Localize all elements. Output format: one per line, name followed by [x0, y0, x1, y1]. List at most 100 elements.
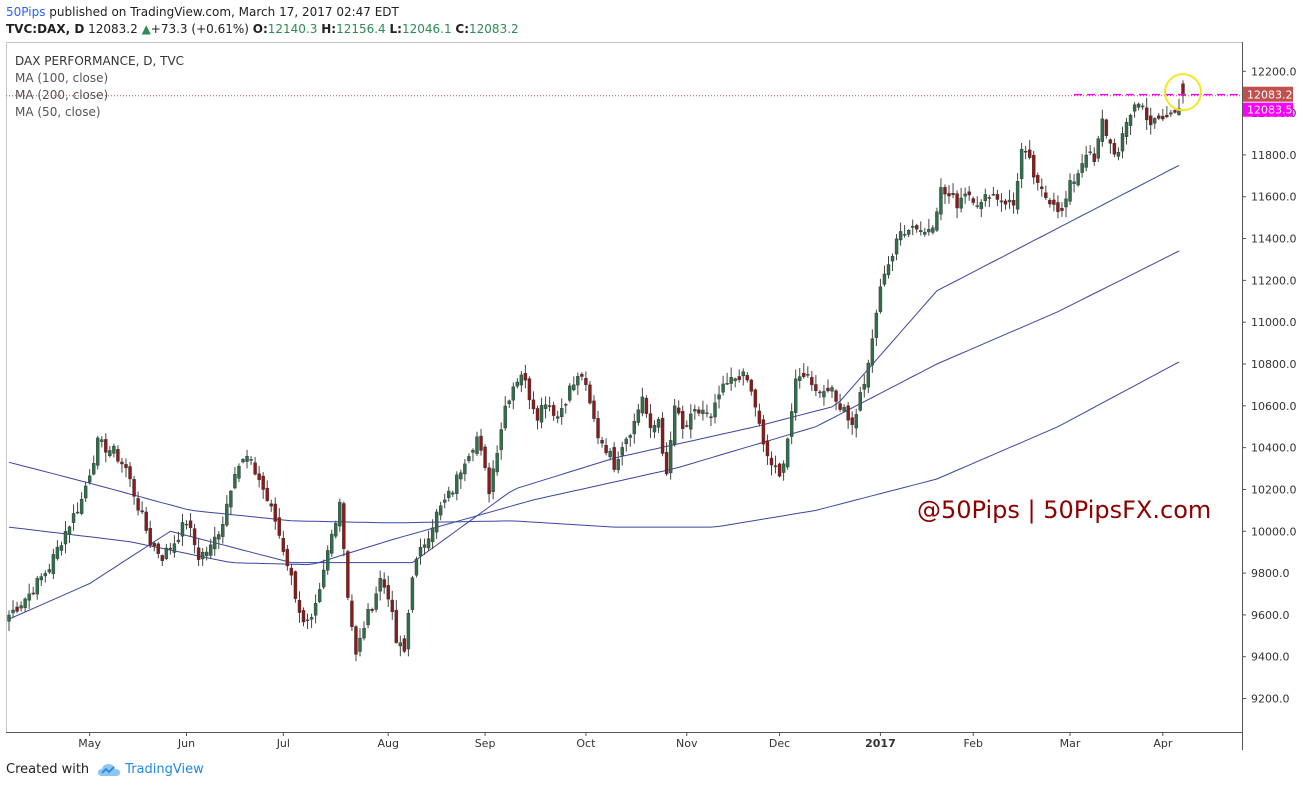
candle-body — [846, 405, 850, 421]
candle-body — [910, 225, 915, 228]
candle-body — [850, 417, 854, 425]
candle-body — [693, 409, 697, 412]
candle-body — [555, 416, 560, 419]
candle-body — [148, 528, 152, 546]
candle-body — [140, 510, 144, 513]
candle-body — [313, 603, 318, 616]
candle-body — [1068, 180, 1072, 202]
candle-body — [971, 198, 975, 203]
candle-body — [213, 536, 217, 550]
x-tick-label: Apr — [1153, 737, 1173, 750]
candle-body — [233, 474, 237, 489]
candle-body — [672, 405, 677, 445]
candle-body — [923, 231, 927, 235]
candle-body — [184, 523, 189, 526]
open-value: 12140.3 — [267, 22, 318, 36]
candle-body — [1153, 118, 1157, 124]
candle-body — [564, 404, 568, 406]
candle-body — [943, 187, 947, 195]
candle-body — [75, 511, 80, 514]
candle-body — [467, 456, 471, 461]
candle-body — [370, 609, 374, 611]
candle-body — [789, 411, 794, 437]
candle-body — [241, 459, 245, 463]
alert-price-tag-label: 12083.5 — [1247, 104, 1293, 117]
candle-body — [293, 571, 298, 599]
candle-body — [725, 383, 729, 385]
candle-body — [382, 579, 386, 588]
candle-body — [939, 187, 943, 215]
y-tick-label: 11400.0 — [1251, 233, 1296, 246]
candle-body — [975, 205, 979, 207]
candle-body — [705, 412, 709, 414]
alert-price-tag — [1243, 102, 1293, 117]
candle-body — [144, 511, 148, 531]
candle-body — [491, 468, 495, 492]
candle-body — [196, 547, 201, 560]
close-value: 12083.2 — [469, 22, 519, 36]
candle-body — [733, 378, 737, 382]
candle-body — [1056, 202, 1060, 212]
candle-body — [116, 449, 120, 462]
plot-frame — [6, 42, 1243, 733]
candle-body — [321, 569, 326, 588]
candle-body — [749, 379, 754, 392]
candle-body — [781, 463, 786, 473]
candle-body — [802, 372, 806, 377]
candle-body — [172, 543, 177, 553]
candle-body — [769, 457, 774, 466]
candle-body — [289, 567, 294, 576]
candle-body — [128, 466, 132, 480]
candle-body — [886, 264, 891, 276]
candle-body — [535, 408, 540, 421]
candle-body — [1169, 112, 1173, 115]
candle-body — [624, 438, 628, 445]
candle-body — [576, 376, 580, 386]
candle-body — [1108, 139, 1113, 144]
candle-body — [47, 569, 52, 573]
candle-body — [1027, 149, 1032, 158]
tradingview-link[interactable]: TradingView — [97, 762, 204, 777]
tradingview-label: TradingView — [125, 762, 204, 777]
legend-ma200[interactable]: MA (200, close) — [15, 88, 109, 102]
candle-body — [245, 456, 249, 462]
candle-body — [475, 436, 479, 454]
candle-body — [1157, 115, 1161, 119]
tradingview-cloud-icon — [98, 763, 121, 776]
candle-body — [273, 503, 277, 522]
candle-body — [834, 390, 838, 402]
candle-body — [71, 513, 76, 523]
candle-body — [838, 403, 842, 410]
candle-body — [814, 384, 818, 391]
candle-body — [1019, 148, 1024, 179]
candle-body — [794, 378, 798, 413]
candle-body — [713, 402, 717, 418]
candle-body — [301, 610, 306, 623]
candle-body — [995, 194, 1000, 200]
y-tick-label: 10600.0 — [1251, 400, 1296, 413]
candle-body — [455, 474, 459, 494]
candle-body — [503, 405, 507, 429]
legend-ma100[interactable]: MA (100, close) — [15, 71, 109, 85]
candle-body — [656, 419, 661, 428]
candle-body — [644, 397, 649, 414]
candle-body — [1040, 186, 1044, 189]
y-tick-label: 11600.0 — [1251, 191, 1296, 204]
price-chart[interactable]: 9200.0 9400.0 9600.0 9800.0 10000.0 10200.0 10… — [6, 42, 1296, 750]
candle-body — [568, 385, 572, 401]
chart-area[interactable]: 9200.0 9400.0 9600.0 9800.0 10000.0 10200.0 10… — [6, 42, 1296, 750]
candle-body — [1076, 173, 1080, 186]
candle-body — [451, 492, 455, 495]
candle-body — [745, 375, 749, 381]
author-link[interactable]: 50Pips — [6, 5, 46, 19]
candle-body — [43, 573, 48, 577]
candle-body — [346, 551, 350, 598]
legend-ma50[interactable]: MA (50, close) — [15, 105, 101, 119]
candle-body — [697, 409, 701, 414]
candle-body — [55, 546, 60, 559]
candle-body — [1132, 104, 1137, 112]
candle-body — [156, 543, 160, 554]
candle-body — [1072, 181, 1076, 184]
candle-body — [681, 411, 685, 429]
candle-body — [777, 463, 782, 477]
